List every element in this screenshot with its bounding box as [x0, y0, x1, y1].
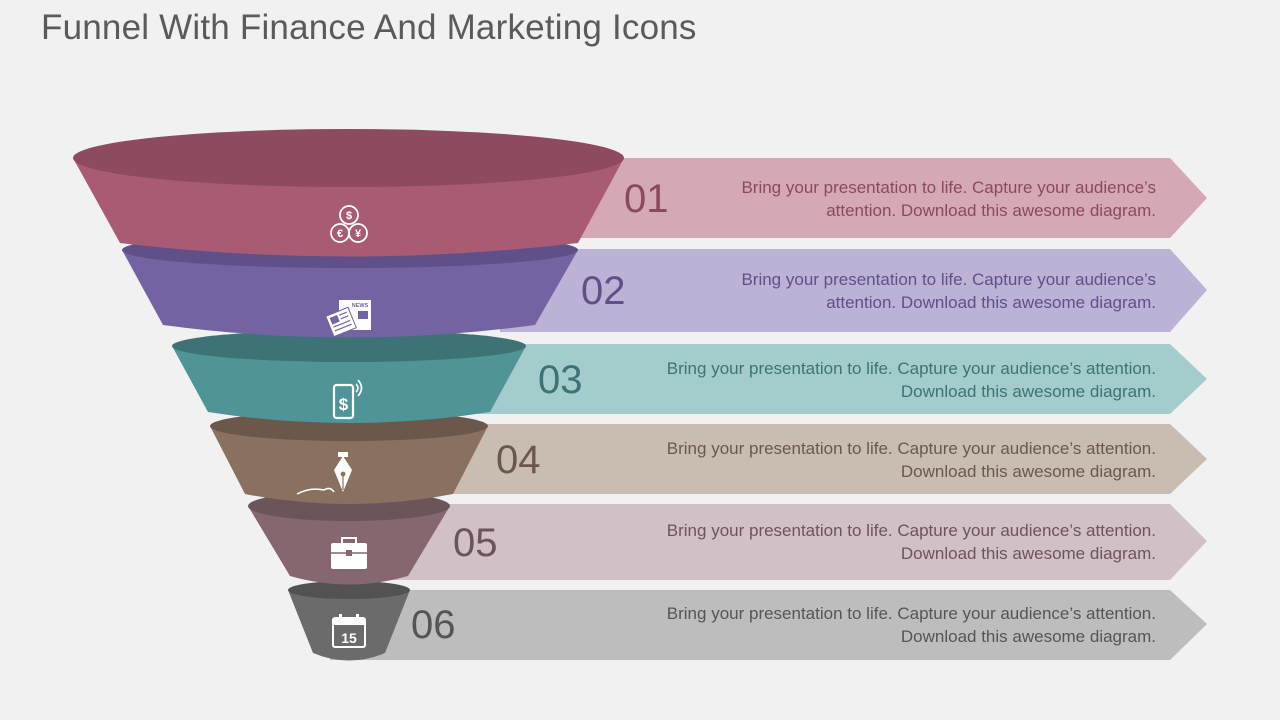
mobile-payment-icon: $	[332, 379, 363, 420]
stage-5-description: Bring your presentation to life. Capture…	[666, 521, 1156, 563]
briefcase-icon	[331, 537, 367, 569]
stage-6-arrow	[330, 590, 1207, 660]
stage-3-arrow	[450, 344, 1207, 414]
mobile-dollar-symbol: $	[339, 395, 349, 414]
newspaper-label: NEWS	[352, 303, 369, 309]
stage-1-description: Bring your presentation to life. Capture…	[741, 178, 1156, 220]
newspaper-icon: NEWS	[325, 300, 371, 338]
calendar-day: 15	[341, 630, 357, 646]
stage-3-segment	[172, 330, 526, 423]
stage-5-number: 05	[453, 521, 498, 565]
stage-4-segment	[210, 411, 488, 504]
stage-4-description: Bring your presentation to life. Capture…	[666, 439, 1156, 481]
stage-3-description: Bring your presentation to life. Capture…	[666, 359, 1156, 401]
stage-1-arrow	[550, 158, 1207, 238]
currency-icon: $ € ¥	[330, 205, 368, 243]
calendar-icon: 15	[332, 614, 366, 648]
stage-6-description: Bring your presentation to life. Capture…	[666, 604, 1156, 646]
stage-4-number: 04	[496, 438, 541, 482]
stage-2-arrow	[500, 249, 1207, 332]
stage-3-number: 03	[538, 358, 583, 402]
stage-2-description: Bring your presentation to life. Capture…	[741, 270, 1156, 312]
page-title: Funnel With Finance And Marketing Icons	[41, 8, 697, 47]
stage-6-number: 06	[411, 603, 456, 647]
euro-symbol: €	[337, 228, 343, 240]
stage-6-segment	[288, 581, 410, 661]
stage-2-number: 02	[581, 269, 626, 313]
yen-symbol: ¥	[355, 228, 362, 240]
stage-4-arrow	[410, 424, 1207, 494]
stage-1-segment	[73, 129, 624, 257]
stage-1-number: 01	[624, 177, 669, 221]
dollar-symbol: $	[346, 210, 352, 222]
pen-nib-icon	[296, 452, 352, 495]
stage-5-arrow	[370, 504, 1207, 580]
